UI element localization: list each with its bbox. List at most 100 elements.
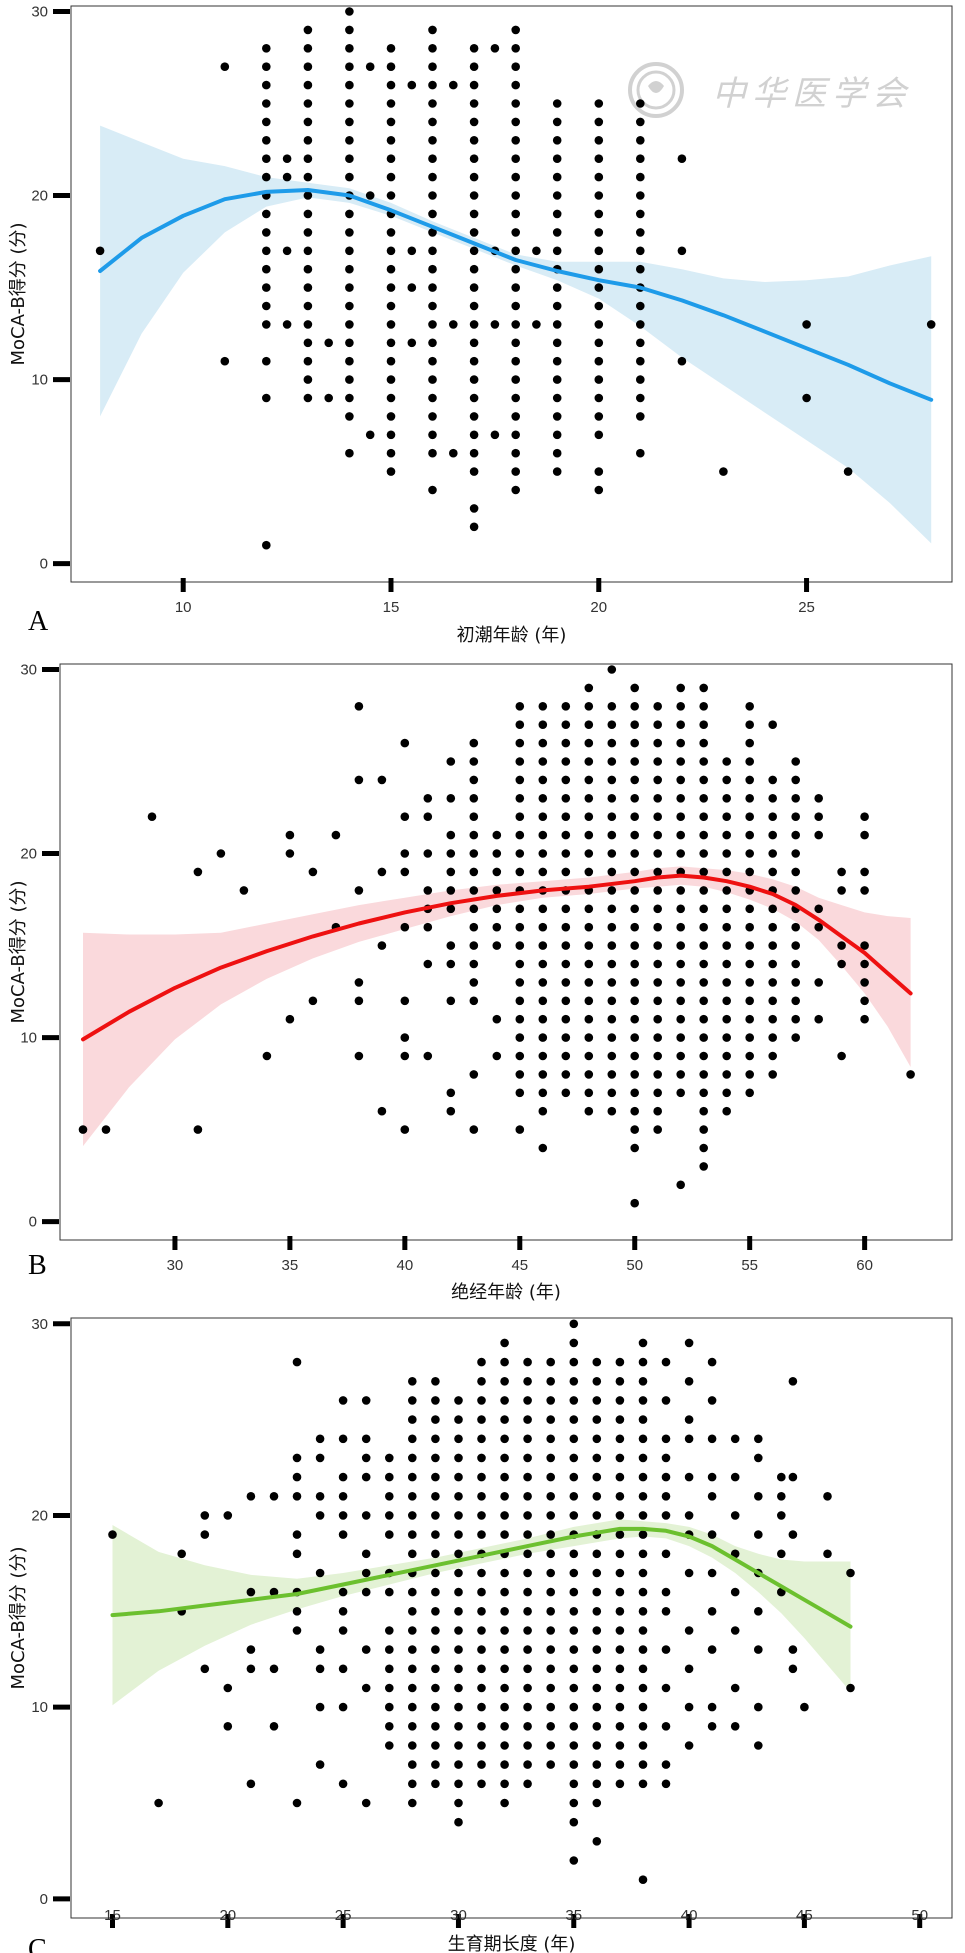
- data-point: [814, 1014, 823, 1024]
- data-point: [745, 867, 754, 877]
- data-point: [303, 209, 313, 219]
- data-point: [386, 136, 396, 145]
- data-point: [454, 1645, 463, 1654]
- data-point: [638, 1511, 648, 1520]
- data-point: [303, 154, 313, 163]
- data-point: [454, 1568, 463, 1578]
- data-point: [676, 886, 685, 895]
- data-point: [365, 430, 375, 440]
- data-point: [220, 62, 230, 71]
- data-point: [699, 1070, 708, 1079]
- data-point: [754, 1645, 763, 1654]
- data-point: [569, 1415, 579, 1424]
- y-tick-label: 0: [40, 556, 48, 573]
- data-point: [546, 1587, 555, 1597]
- data-point: [492, 867, 502, 877]
- data-point: [386, 191, 396, 200]
- x-tick-label: 60: [856, 1257, 873, 1274]
- data-point: [684, 1415, 694, 1424]
- data-point: [428, 448, 437, 458]
- data-point: [699, 1014, 708, 1024]
- data-point: [630, 1088, 639, 1098]
- data-point: [492, 904, 502, 914]
- data-point: [676, 922, 685, 932]
- data-point: [552, 191, 562, 200]
- data-point: [262, 172, 271, 182]
- data-point: [262, 228, 271, 237]
- data-point: [449, 320, 458, 329]
- data-point: [745, 849, 754, 858]
- data-point: [653, 1125, 662, 1134]
- data-point: [653, 886, 662, 895]
- data-point: [661, 1396, 671, 1405]
- data-point: [477, 1453, 486, 1463]
- data-point: [561, 757, 571, 766]
- data-point: [584, 849, 594, 858]
- data-point: [653, 867, 662, 877]
- data-point: [361, 1453, 371, 1463]
- data-point: [788, 1377, 798, 1386]
- data-point: [653, 702, 662, 711]
- data-point: [262, 62, 271, 71]
- data-point: [569, 1722, 579, 1731]
- data-point: [515, 738, 525, 748]
- data-point: [500, 1664, 509, 1674]
- data-point: [569, 1683, 579, 1693]
- data-point: [385, 1587, 394, 1597]
- data-point: [684, 1338, 694, 1348]
- data-point: [569, 1453, 579, 1463]
- x-tick-label: 20: [219, 1907, 236, 1924]
- data-point: [638, 1415, 648, 1424]
- data-point: [523, 1683, 532, 1693]
- data-point: [615, 1645, 625, 1654]
- data-point: [408, 1434, 417, 1444]
- data-point: [515, 1125, 525, 1134]
- data-point: [791, 757, 800, 766]
- data-point: [768, 1051, 777, 1061]
- data-point: [592, 1377, 602, 1386]
- data-point: [607, 757, 617, 766]
- data-point: [431, 1453, 440, 1463]
- data-point: [569, 1396, 579, 1405]
- x-tick-label: 15: [383, 599, 400, 616]
- data-point: [303, 283, 313, 292]
- data-point: [361, 1798, 371, 1808]
- smooth-line: [110, 1526, 853, 1629]
- data-point: [592, 1607, 602, 1616]
- data-point: [722, 830, 731, 840]
- x-tick-label: 30: [450, 1907, 467, 1924]
- data-point: [814, 830, 823, 840]
- data-point: [638, 1396, 648, 1405]
- data-point: [722, 794, 731, 803]
- data-point: [223, 1511, 233, 1520]
- data-point: [408, 1683, 417, 1693]
- data-point: [477, 1607, 486, 1616]
- data-point: [661, 1472, 671, 1482]
- data-point: [246, 1492, 256, 1501]
- data-point: [615, 1722, 625, 1731]
- y-tick-label: 10: [31, 1699, 48, 1716]
- data-point: [308, 867, 318, 877]
- data-point: [408, 1664, 417, 1674]
- data-point: [569, 1568, 579, 1578]
- data-point: [638, 1530, 648, 1539]
- data-point: [730, 1511, 740, 1520]
- data-point: [860, 996, 869, 1006]
- data-point: [400, 922, 410, 932]
- data-point: [446, 849, 456, 858]
- data-point: [722, 941, 731, 950]
- data-point: [594, 356, 604, 366]
- data-point: [722, 1070, 731, 1079]
- data-point: [500, 1683, 509, 1693]
- data-point: [477, 1760, 486, 1769]
- data-point: [592, 1645, 602, 1654]
- data-point: [269, 1722, 279, 1731]
- data-point: [500, 1741, 509, 1750]
- data-point: [408, 1492, 417, 1501]
- data-point: [676, 1051, 685, 1061]
- data-point: [768, 1070, 777, 1079]
- data-point: [607, 702, 617, 711]
- data-point: [615, 1453, 625, 1463]
- data-point: [469, 356, 479, 366]
